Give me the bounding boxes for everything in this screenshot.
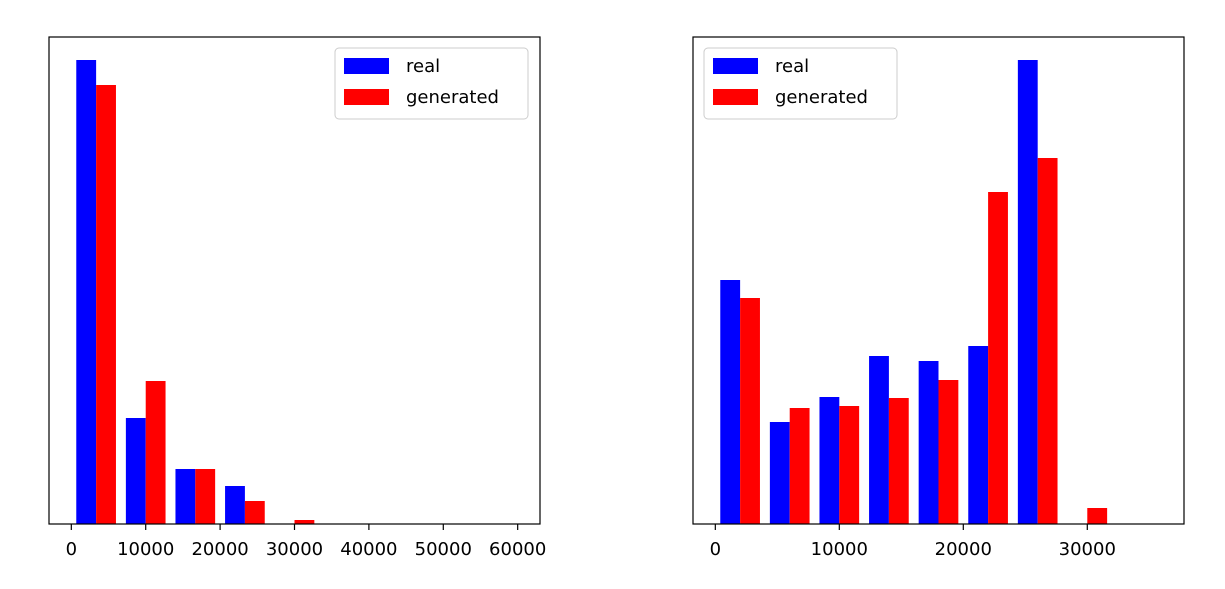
bar	[938, 380, 959, 524]
bar	[968, 346, 989, 524]
x-tick-label: 0	[710, 539, 721, 560]
bar	[769, 422, 790, 524]
x-tick-label: 50000	[415, 539, 472, 560]
x-tick-label: 30000	[266, 539, 323, 560]
x-tick-label: 0	[66, 539, 77, 560]
x-tick-label: 30000	[1059, 539, 1116, 560]
bar	[819, 397, 840, 524]
bar	[839, 406, 860, 524]
x-tick-label: 10000	[117, 539, 174, 560]
x-tick-label: 20000	[935, 539, 992, 560]
bar	[195, 469, 216, 524]
bar	[869, 356, 889, 524]
legend-label: real	[406, 56, 440, 77]
bar	[145, 381, 166, 524]
bar	[125, 418, 146, 524]
legend-label: generated	[775, 87, 868, 108]
bar	[1017, 60, 1038, 524]
bar	[789, 408, 810, 524]
bar	[1087, 508, 1108, 524]
axes-frame	[692, 36, 1185, 525]
legend-swatch	[713, 58, 758, 74]
bar	[76, 60, 97, 524]
x-tick-label: 10000	[811, 539, 868, 560]
bar	[96, 85, 116, 524]
bar	[918, 361, 939, 524]
legend-swatch	[344, 89, 389, 105]
bar	[244, 501, 265, 524]
bar	[888, 398, 909, 524]
bar	[294, 520, 315, 524]
bar	[1037, 158, 1058, 524]
legend-swatch	[344, 58, 389, 74]
x-tick-label: 40000	[340, 539, 397, 560]
bar	[175, 469, 196, 524]
bar	[988, 192, 1008, 524]
x-tick-label: 20000	[191, 539, 248, 560]
legend-swatch	[713, 89, 758, 105]
bar	[740, 298, 760, 524]
legend-label: generated	[406, 87, 499, 108]
x-tick-label: 60000	[489, 539, 546, 560]
bar	[225, 486, 245, 524]
legend-label: real	[775, 56, 809, 77]
bar	[720, 280, 741, 524]
